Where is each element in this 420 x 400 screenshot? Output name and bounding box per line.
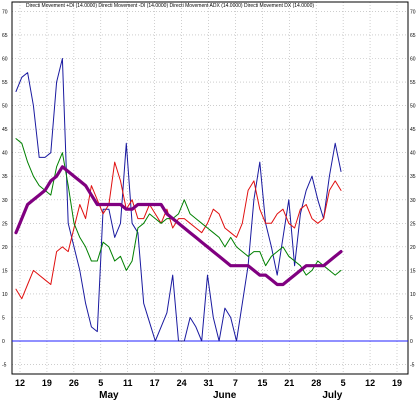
y-tick-label: 40 [2, 151, 8, 157]
x-tick-label: 17 [150, 378, 160, 388]
y-tick-label: 15 [2, 268, 8, 274]
y-tick-label: 50 [410, 104, 416, 110]
plot-frame [11, 1, 409, 375]
x-axis: 12 19 26 5 11 17 24 31 7 15 21 28 5 12 19 [15, 378, 402, 388]
y-tick-label: 60 [2, 57, 8, 63]
x-tick-label: 5 [341, 378, 346, 388]
y-tick-label: 10 [2, 292, 8, 298]
series-line-4 [14, 165, 343, 287]
y-tick-label: 30 [410, 198, 416, 204]
y-tick-label: 70 [410, 9, 416, 15]
x-tick-label: 31 [203, 378, 213, 388]
y-tick-label: 70 [2, 9, 8, 15]
y-tick-label: 20 [2, 245, 8, 251]
month-labels: May June July [99, 390, 343, 400]
y-tick-label: 40 [410, 151, 416, 157]
y-tick-label: -5 [410, 363, 415, 369]
y-tick-label: 0 [2, 339, 5, 345]
chart-title: Directi Movement +DI (14.0000) Directi M… [26, 3, 314, 9]
month-label: July [322, 390, 342, 400]
x-tick-label: 24 [177, 378, 187, 388]
series-line-1 [15, 58, 342, 342]
y-tick-label: 45 [410, 127, 416, 133]
x-tick-label: 19 [42, 378, 52, 388]
x-tick-label: 12 [15, 378, 25, 388]
y-tick-label: 20 [410, 245, 416, 251]
x-tick-label: 15 [257, 378, 267, 388]
grid [12, 2, 408, 374]
y-axis-left: -5 0 5 10 15 20 25 30 35 40 45 50 55 60 65 70 [2, 9, 8, 368]
y-tick-label: 45 [2, 127, 8, 133]
x-tick-label: 5 [98, 378, 103, 388]
y-tick-label: 50 [2, 104, 8, 110]
y-tick-label: 65 [2, 33, 8, 39]
y-tick-label: 25 [410, 221, 416, 227]
y-tick-label: 60 [410, 57, 416, 63]
y-tick-label: 55 [2, 80, 8, 86]
x-tick-label: 12 [365, 378, 375, 388]
y-tick-label: -5 [2, 363, 7, 369]
x-tick-label: 19 [392, 378, 402, 388]
x-tick-label: 28 [311, 378, 321, 388]
x-tick-label: 11 [123, 378, 133, 388]
month-label: June [213, 390, 237, 400]
y-tick-label: 0 [410, 339, 413, 345]
series-line-2 [15, 161, 342, 300]
y-tick-label: 55 [410, 80, 416, 86]
series-line-3 [15, 138, 342, 276]
y-tick-label: 25 [2, 221, 8, 227]
y-tick-label: 5 [2, 315, 5, 321]
x-tick-label: 26 [69, 378, 79, 388]
y-tick-label: 10 [410, 292, 416, 298]
series-lines [14, 58, 343, 342]
y-tick-label: 35 [2, 174, 8, 180]
y-tick-label: 30 [2, 198, 8, 204]
y-tick-label: 35 [410, 174, 416, 180]
x-tick-label: 7 [233, 378, 238, 388]
y-tick-label: 65 [410, 33, 416, 39]
y-axis-right: -5 0 5 10 15 20 25 30 35 40 45 50 55 60 65 70 [410, 9, 416, 368]
y-tick-label: 15 [410, 268, 416, 274]
y-tick-label: 5 [410, 315, 413, 321]
x-tick-label: 21 [284, 378, 294, 388]
month-label: May [99, 390, 119, 400]
